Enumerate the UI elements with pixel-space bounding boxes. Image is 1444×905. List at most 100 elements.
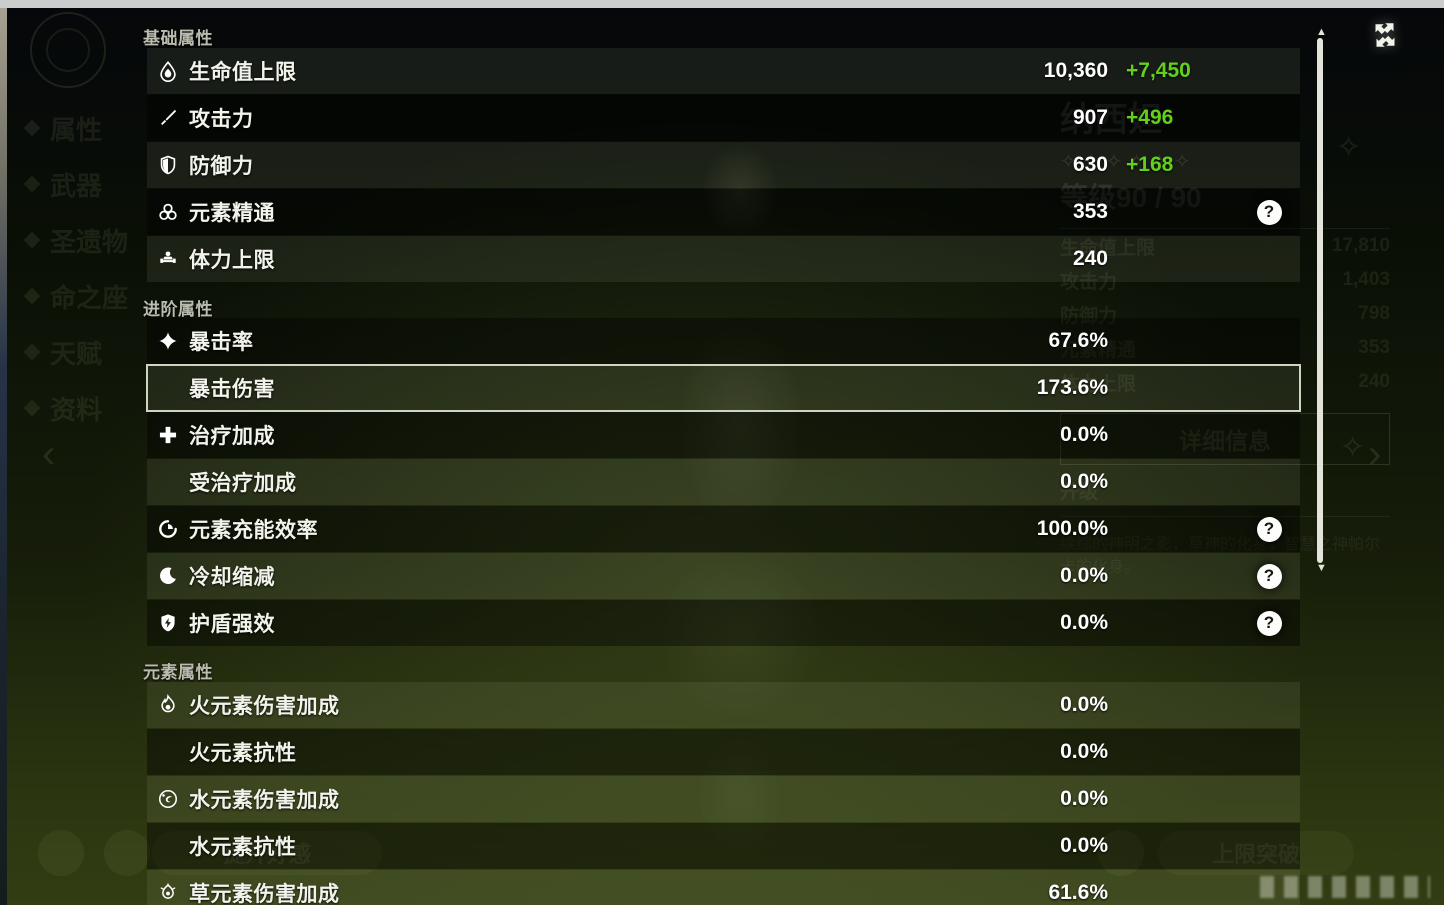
stat-row-dendro-dmg-bonus[interactable]: 草元素伤害加成 61.6% xyxy=(147,870,1300,905)
summary-row: 体力上限 240 xyxy=(1060,365,1390,399)
energy-recharge-icon xyxy=(147,518,189,540)
close-icon xyxy=(1375,23,1395,47)
sidebar-item-artifacts: 圣遗物 xyxy=(23,212,206,268)
faction-emblem-icon xyxy=(30,12,106,88)
stat-row-pyro-res[interactable]: 火元素抗性 0.0% xyxy=(147,729,1300,775)
menu-grid-button xyxy=(38,830,84,876)
pyro-icon xyxy=(147,694,189,716)
background-character-card: 纳西妲 ✧✧✧✧✧✧ 等级90 / 90 生命值上限 17,810 攻击力 1,… xyxy=(1060,92,1390,579)
stat-row-pyro-dmg-bonus[interactable]: 火元素伤害加成 0.0% xyxy=(147,682,1300,728)
sidebar-item-constellation: 命之座 xyxy=(23,268,206,324)
stat-row-cooldown-reduction[interactable]: 冷却缩减 0.0% ? xyxy=(147,553,1300,599)
stat-row-incoming-healing[interactable]: 受治疗加成 0.0% xyxy=(147,459,1300,505)
sidebar-item-label: 属性 xyxy=(50,114,103,145)
sidebar-item-label: 命之座 xyxy=(50,282,129,313)
summary-label: 防御力 xyxy=(1060,305,1118,327)
summary-value: 798 xyxy=(1358,303,1390,324)
summary-value: 17,810 xyxy=(1331,235,1390,256)
help-button[interactable]: ? xyxy=(1238,516,1300,542)
section-title-elemental: 元素属性 xyxy=(143,663,213,682)
level-up-label: 升级 xyxy=(1060,482,1099,503)
close-button[interactable] xyxy=(1366,16,1404,54)
summary-row: 元素精通 353 xyxy=(1060,331,1390,365)
cooldown-moon-icon xyxy=(147,565,189,587)
stat-value: 67.6% xyxy=(1048,329,1108,352)
stat-label: 生命值上限 xyxy=(189,61,297,84)
window-top-edge xyxy=(0,0,1444,8)
stat-value: 0.0% xyxy=(1060,611,1108,634)
question-mark-icon: ? xyxy=(1256,516,1282,542)
stat-label: 受治疗加成 xyxy=(189,472,297,495)
attack-sword-icon xyxy=(147,107,189,129)
stat-value: 173.6% xyxy=(1036,376,1108,399)
sidebar-item-label: 武器 xyxy=(50,170,103,201)
ascension-icon-button xyxy=(1098,830,1144,876)
shield-strength-icon xyxy=(147,612,189,634)
stat-value: 10,360 xyxy=(1043,59,1108,82)
stat-value: 0.0% xyxy=(1060,470,1108,493)
summary-label: 生命值上限 xyxy=(1060,237,1156,259)
stat-value: 240 xyxy=(1072,247,1108,270)
sidebar-item-profile: 资料 xyxy=(23,380,206,436)
stat-row-healing-bonus[interactable]: 治疗加成 0.0% xyxy=(147,412,1300,458)
stat-row-max-hp[interactable]: 生命值上限 10,360 +7,450 xyxy=(147,48,1300,94)
sidebar-item-label: 天赋 xyxy=(50,338,103,369)
favorability-button: 提升好感 xyxy=(152,831,382,875)
stat-label: 元素精通 xyxy=(189,202,275,225)
stat-value: 907 xyxy=(1072,106,1108,129)
crit-rate-star-icon xyxy=(147,330,189,352)
stat-row-attack[interactable]: 攻击力 907 +496 xyxy=(147,95,1300,141)
stat-label: 草元素伤害加成 xyxy=(189,883,340,905)
summary-label: 元素精通 xyxy=(1060,339,1137,361)
stat-label: 体力上限 xyxy=(189,249,275,272)
stat-bonus: +496 xyxy=(1126,106,1174,129)
defense-shield-icon xyxy=(147,154,189,176)
scrollbar[interactable]: ▲ ▼ xyxy=(1316,26,1327,574)
help-button[interactable]: ? xyxy=(1238,610,1300,636)
next-character-arrow-icon: › xyxy=(1368,432,1382,476)
stat-row-defense[interactable]: 防御力 630 +168 xyxy=(147,142,1300,188)
scrollbar-thumb[interactable] xyxy=(1317,38,1323,563)
question-mark-icon: ? xyxy=(1256,199,1282,225)
stat-value: 61.6% xyxy=(1048,881,1108,904)
divider xyxy=(1060,228,1390,229)
sidebar-item-label: 资料 xyxy=(50,394,103,425)
stat-row-energy-recharge[interactable]: 元素充能效率 100.0% ? xyxy=(147,506,1300,552)
healing-cross-icon xyxy=(147,424,189,446)
stat-label: 治疗加成 xyxy=(189,425,275,448)
sparkle-icon: ✧ xyxy=(1340,431,1366,464)
stat-label: 冷却缩减 xyxy=(189,566,275,589)
stat-value: 0.0% xyxy=(1060,740,1108,763)
summary-row: 生命值上限 17,810 xyxy=(1060,229,1390,263)
help-button[interactable]: ? xyxy=(1238,563,1300,589)
scroll-up-arrow-icon[interactable]: ▲ xyxy=(1316,26,1327,38)
stat-label: 水元素抗性 xyxy=(189,836,297,859)
stat-label: 攻击力 xyxy=(189,108,254,131)
stat-row-shield-strength[interactable]: 护盾强效 0.0% ? xyxy=(147,600,1300,646)
window-left-edge xyxy=(0,8,7,905)
section-title-base: 基础属性 xyxy=(143,29,213,48)
help-button[interactable]: ? xyxy=(1238,199,1300,225)
stat-value: 630 xyxy=(1072,153,1108,176)
dendro-icon xyxy=(147,882,189,904)
stat-value: 100.0% xyxy=(1036,517,1108,540)
stat-row-stamina[interactable]: 体力上限 240 xyxy=(147,236,1300,282)
stat-value: 0.0% xyxy=(1060,564,1108,587)
stat-row-crit-damage[interactable]: 暴击伤害 173.6% xyxy=(146,364,1301,412)
stat-label: 护盾强效 xyxy=(189,613,275,636)
stat-row-hydro-res[interactable]: 水元素抗性 0.0% xyxy=(147,823,1300,869)
stat-value: 353 xyxy=(1072,200,1108,223)
stat-bonus: +7,450 xyxy=(1126,59,1191,82)
stat-row-elemental-mastery[interactable]: 元素精通 353 ? xyxy=(147,189,1300,235)
sidebar-item-label: 圣遗物 xyxy=(50,226,129,257)
sidebar-item-talents: 天赋 xyxy=(23,324,206,380)
ascend-button: 上限突破 xyxy=(1158,831,1354,875)
summary-value: 240 xyxy=(1358,371,1390,392)
summary-value: 1,403 xyxy=(1342,269,1390,290)
stat-row-hydro-dmg-bonus[interactable]: 水元素伤害加成 0.0% xyxy=(147,776,1300,822)
scroll-down-arrow-icon[interactable]: ▼ xyxy=(1316,562,1327,574)
stat-label: 防御力 xyxy=(189,155,254,178)
stat-row-crit-rate[interactable]: 暴击率 67.6% xyxy=(147,318,1300,364)
